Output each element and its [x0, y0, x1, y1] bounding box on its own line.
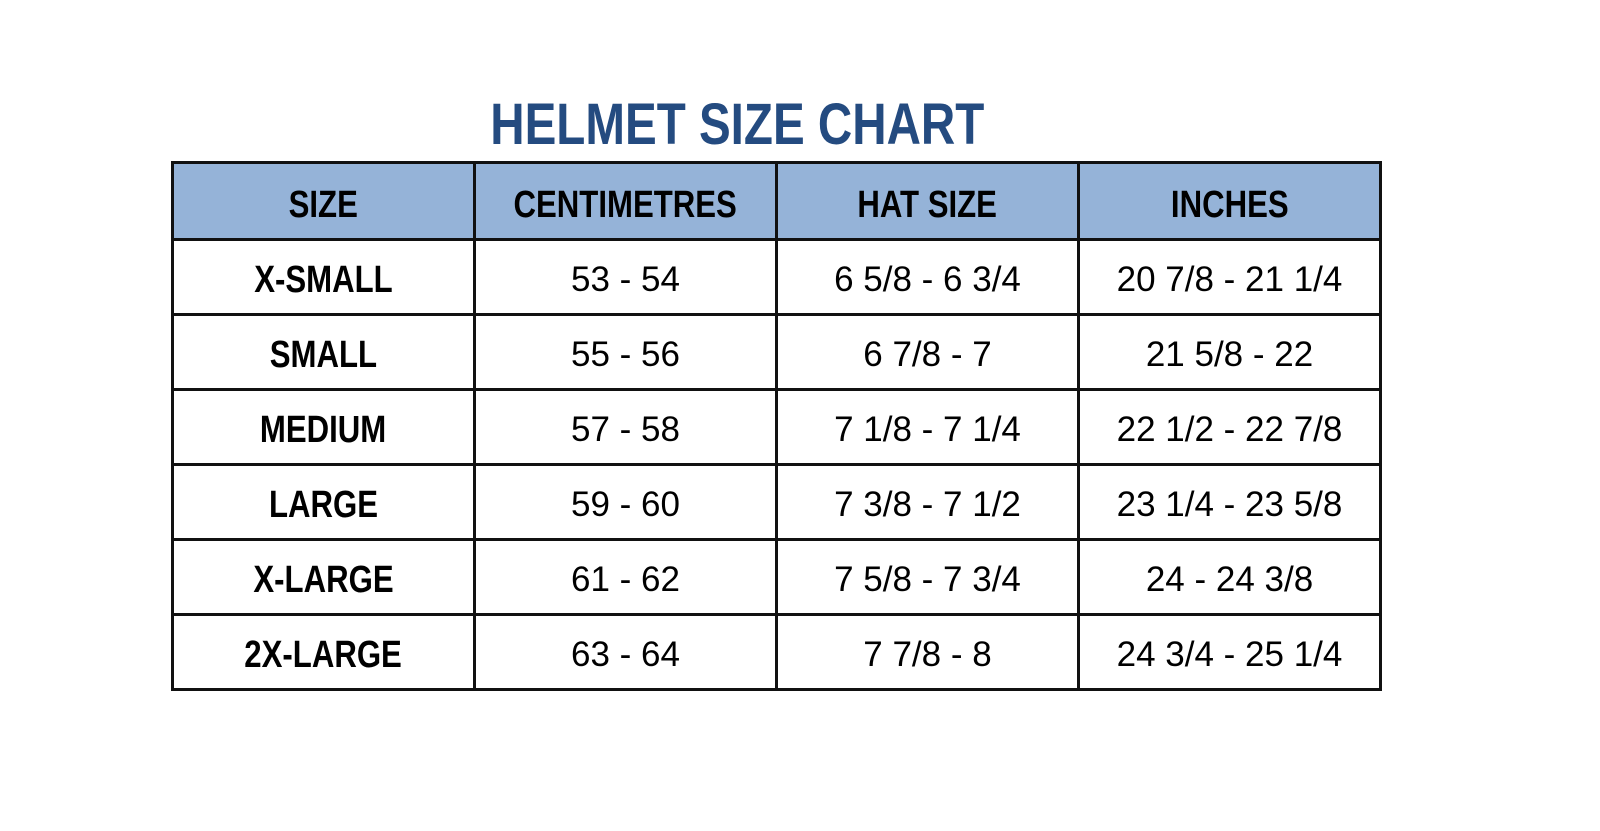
value-cell: 53 - 54 [473, 238, 778, 316]
table-row: X-SMALL 53 - 54 6 5/8 - 6 3/4 20 7/8 - 21 1… [171, 238, 1382, 316]
size-label: LARGE [268, 483, 379, 526]
size-cell: 2X-LARGE [171, 613, 476, 691]
value-cell: 61 - 62 [473, 538, 778, 616]
column-header-text: CENTIMETRES [513, 183, 738, 226]
table-row: 2X-LARGE 63 - 64 7 7/8 - 8 24 3/4 - 25 1/4 [171, 613, 1382, 691]
value-cell: 6 7/8 - 7 [775, 313, 1080, 391]
size-label: X-SMALL [254, 258, 393, 301]
column-header: SIZE [171, 161, 476, 241]
table-row: LARGE 59 - 60 7 3/8 - 7 1/2 23 1/4 - 23 5/8 [171, 463, 1382, 541]
size-label: X-LARGE [253, 558, 394, 601]
value-cell: 24 - 24 3/8 [1077, 538, 1382, 616]
size-cell: MEDIUM [171, 388, 476, 466]
size-cell: X-LARGE [171, 538, 476, 616]
value-cell: 7 1/8 - 7 1/4 [775, 388, 1080, 466]
value-cell: 63 - 64 [473, 613, 778, 691]
value-cell: 6 5/8 - 6 3/4 [775, 238, 1080, 316]
column-header: HAT SIZE [775, 161, 1080, 241]
column-header: INCHES [1077, 161, 1382, 241]
column-header-text: HAT SIZE [857, 183, 998, 226]
column-header-text: SIZE [288, 183, 359, 226]
size-table: SIZE CENTIMETRES HAT SIZE INCHES X-SMALL 53 … [171, 161, 1382, 691]
value-cell: 55 - 56 [473, 313, 778, 391]
column-header-text: INCHES [1170, 183, 1289, 226]
chart-title: HELMET SIZE CHART [0, 92, 1475, 158]
value-cell: 59 - 60 [473, 463, 778, 541]
value-cell: 23 1/4 - 23 5/8 [1077, 463, 1382, 541]
value-cell: 7 7/8 - 8 [775, 613, 1080, 691]
value-cell: 7 3/8 - 7 1/2 [775, 463, 1080, 541]
table-row: SMALL 55 - 56 6 7/8 - 7 21 5/8 - 22 [171, 313, 1382, 391]
chart-title-text: HELMET SIZE CHART [490, 92, 985, 157]
value-cell: 7 5/8 - 7 3/4 [775, 538, 1080, 616]
table-row: MEDIUM 57 - 58 7 1/8 - 7 1/4 22 1/2 - 22 7/… [171, 388, 1382, 466]
value-cell: 21 5/8 - 22 [1077, 313, 1382, 391]
size-cell: SMALL [171, 313, 476, 391]
size-cell: LARGE [171, 463, 476, 541]
table-row: X-LARGE 61 - 62 7 5/8 - 7 3/4 24 - 24 3/8 [171, 538, 1382, 616]
column-header: CENTIMETRES [473, 161, 778, 241]
value-cell: 57 - 58 [473, 388, 778, 466]
size-label: 2X-LARGE [244, 633, 403, 676]
size-label: SMALL [269, 333, 378, 376]
value-cell: 24 3/4 - 25 1/4 [1077, 613, 1382, 691]
size-cell: X-SMALL [171, 238, 476, 316]
header-row: SIZE CENTIMETRES HAT SIZE INCHES [171, 161, 1382, 241]
value-cell: 22 1/2 - 22 7/8 [1077, 388, 1382, 466]
size-label: MEDIUM [260, 408, 387, 451]
value-cell: 20 7/8 - 21 1/4 [1077, 238, 1382, 316]
